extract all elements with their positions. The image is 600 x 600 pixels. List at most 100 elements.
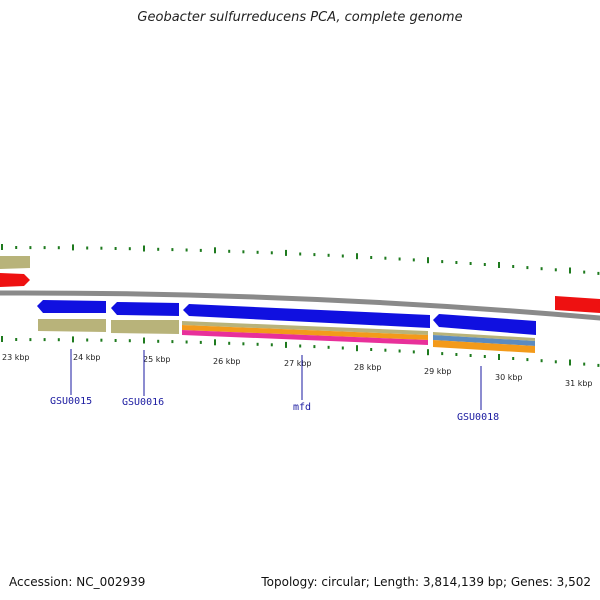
inner-tick [398, 349, 401, 353]
outer-tick [143, 245, 145, 252]
inner-tick [313, 345, 316, 349]
inner-tick [483, 355, 486, 358]
inner-tick [114, 339, 117, 342]
inner-tick [228, 341, 231, 345]
outer-tick [370, 256, 373, 259]
inner-tick [583, 362, 586, 366]
rna-feature-right[interactable] [555, 296, 600, 313]
outer-tick [242, 250, 245, 254]
gene-label-mfd[interactable]: mfd [293, 402, 311, 413]
kbp-label-29: 29 kbp [424, 367, 452, 376]
outer-tick [341, 254, 344, 258]
outer-tick [526, 266, 529, 270]
outer-tick [512, 265, 515, 268]
gene-label-gsu0018[interactable]: GSU0018 [457, 412, 499, 423]
genome-backbone [0, 290, 600, 321]
outer-tick [313, 253, 316, 257]
inner-tick [412, 350, 415, 354]
outer-tick [214, 247, 216, 254]
outer-tick [171, 248, 174, 252]
kbp-label-24: 24 kbp [73, 353, 101, 362]
gene-feature-gsu0016[interactable] [111, 320, 179, 334]
inner-tick [214, 339, 216, 346]
outer-tick [256, 250, 259, 254]
outer-tick [455, 261, 458, 264]
outer-tick [43, 246, 46, 250]
map-title: Geobacter sulfurreducens PCA, complete g… [137, 10, 463, 25]
kbp-label-23: 23 kbp [2, 353, 30, 362]
outer-tick [199, 248, 202, 252]
kbp-label-30: 30 kbp [495, 373, 523, 382]
inner-tick [57, 338, 60, 342]
outer-tick [597, 271, 600, 275]
outer-tick [270, 251, 273, 255]
outer-tick [57, 246, 60, 250]
inner-tick [72, 336, 74, 343]
inner-tick [469, 354, 472, 357]
outer-tick [15, 246, 18, 249]
variation-gsu0018[interactable] [433, 335, 535, 346]
cds-arrow-gsu0016[interactable] [111, 302, 179, 316]
outer-tick [483, 263, 486, 266]
outer-tick [554, 268, 557, 272]
outer-tick [398, 257, 401, 261]
gene-feature-gsu0018[interactable] [433, 332, 535, 341]
kbp-label-27: 27 kbp [284, 359, 312, 368]
outer-tick [427, 257, 429, 264]
inner-tick [256, 342, 259, 346]
inner-tick [43, 338, 46, 342]
inner-tick [498, 354, 500, 360]
inner-tick [526, 358, 529, 362]
misc-feature-gsu0018[interactable] [433, 340, 535, 353]
outer-tick [128, 247, 131, 251]
outer-tick [72, 244, 74, 251]
inner-tick [128, 339, 131, 343]
rna-feature-left[interactable] [0, 273, 30, 287]
inner-tick [427, 349, 429, 356]
inner-tick [171, 340, 174, 344]
misc-feature-mfd[interactable] [182, 325, 428, 340]
gene-feature-gsu0015[interactable] [38, 319, 106, 332]
outer-tick [29, 246, 32, 250]
inner-tick [327, 345, 330, 349]
inner-tick [441, 352, 444, 356]
repeat-region-mfd[interactable] [182, 330, 428, 345]
inner-tick [285, 341, 287, 348]
outer-tick [100, 246, 103, 250]
inner-tick [512, 357, 515, 360]
kbp-label-28: 28 kbp [354, 363, 382, 372]
outer-tick [469, 262, 472, 265]
gene-label-gsu0016[interactable]: GSU0016 [122, 397, 164, 408]
gene-feature-mfd[interactable] [182, 321, 428, 335]
cds-arrow-mfd[interactable] [183, 304, 430, 328]
cds-arrow-gsu0018[interactable] [433, 314, 536, 335]
genome-summary-text: Topology: circular; Length: 3,814,139 bp… [261, 575, 591, 589]
outer-tick-ring [1, 244, 600, 275]
outer-tick [412, 258, 415, 262]
inner-tick [199, 340, 202, 344]
inner-tick [455, 353, 458, 356]
outer-tick [356, 253, 358, 260]
outer-tick [157, 247, 160, 251]
outer-tick [1, 244, 3, 250]
outer-tick [498, 262, 500, 268]
inner-tick [100, 338, 103, 342]
kbp-label-25: 25 kbp [143, 355, 171, 364]
gene-label-gsu0015[interactable]: GSU0015 [50, 396, 92, 407]
outer-tick [327, 253, 330, 257]
inner-tick [370, 348, 373, 351]
inner-tick-ring [1, 336, 600, 367]
inner-tick [157, 339, 160, 343]
inner-tick [299, 344, 302, 348]
inner-tick [554, 360, 557, 364]
inner-tick [270, 343, 273, 347]
outer-tick [384, 256, 387, 260]
outer-tick [86, 246, 89, 250]
inner-tick [86, 338, 89, 342]
inner-tick [597, 363, 600, 367]
gene-feature-left[interactable] [0, 256, 30, 269]
inner-tick [540, 359, 543, 363]
cds-arrow-gsu0015[interactable] [37, 300, 106, 313]
inner-tick [29, 338, 32, 342]
